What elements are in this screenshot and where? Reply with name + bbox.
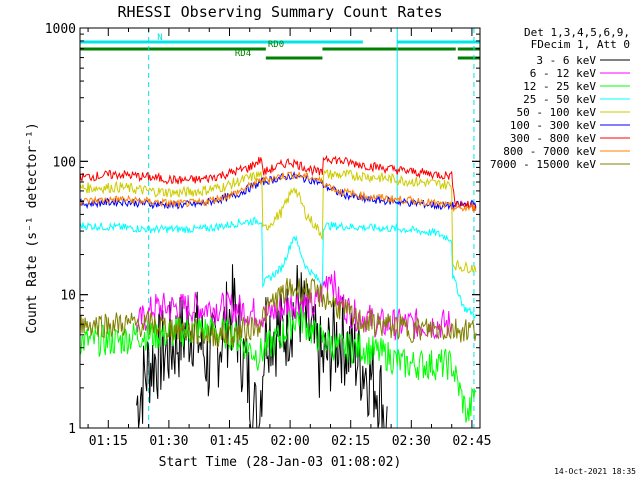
- y-tick-label: 1: [68, 422, 76, 437]
- series-line-8: [79, 277, 477, 349]
- footer-timestamp: 14-Oct-2021 18:35: [554, 467, 636, 476]
- x-tick-label: 02:15: [331, 434, 370, 449]
- x-tick-label: 02:30: [392, 434, 431, 449]
- x-tick-label: 01:45: [210, 434, 249, 449]
- flag-rd4-label: RD4: [235, 49, 251, 59]
- legend-entry-label: 800 - 7000 keV: [503, 145, 596, 158]
- series-line-3: [79, 216, 477, 319]
- legend-entry-label: 50 - 100 keV: [517, 106, 597, 119]
- observing-flags: N RD0 RD4: [80, 33, 480, 60]
- series-line-4: [79, 169, 477, 274]
- legend-entry-label: 25 - 50 keV: [523, 93, 596, 106]
- legend-header-line: Det 1,3,4,5,6,9,: [524, 26, 630, 39]
- series-lines: [79, 154, 477, 429]
- y-axis-label: Count Rate (s⁻¹ detector⁻¹): [25, 122, 40, 333]
- x-tick-label: 01:30: [149, 434, 188, 449]
- legend-header-line: FDecim 1, Att 0: [531, 38, 630, 51]
- series-line-0: [136, 264, 388, 429]
- y-tick-label: 100: [53, 155, 76, 170]
- legend-entry-label: 12 - 25 keV: [523, 80, 596, 93]
- series-line-1: [136, 270, 453, 341]
- x-axis-ticks: 01:15 01:30 01:45 02:00 02:15 02:30 02:45: [87, 28, 491, 449]
- x-tick-label: 02:45: [452, 434, 491, 449]
- x-axis-label: Start Time (28-Jan-03 01:08:02): [159, 455, 402, 470]
- chart-title: RHESSI Observing Summary Count Rates: [117, 3, 442, 21]
- series-line-6: [79, 154, 477, 213]
- legend-entry-label: 100 - 300 keV: [510, 119, 596, 132]
- plot-frame: [79, 27, 481, 429]
- legend-entry-label: 6 - 12 keV: [530, 67, 597, 80]
- series-line-7: [79, 171, 477, 213]
- x-tick-label: 02:00: [271, 434, 310, 449]
- flag-n-label: N: [157, 33, 162, 43]
- x-tick-label: 01:15: [89, 434, 128, 449]
- y-tick-label: 1000: [45, 22, 76, 37]
- legend-entry-label: 300 - 800 keV: [510, 132, 596, 145]
- series-line-2: [79, 304, 477, 423]
- legend: Det 1,3,4,5,6,9,FDecim 1, Att 0 3 - 6 keV…: [490, 26, 630, 171]
- legend-entry-label: 3 - 6 keV: [536, 54, 596, 67]
- y-tick-label: 10: [60, 289, 76, 304]
- flag-rd0-label: RD0: [268, 40, 284, 50]
- legend-entry-label: 7000 - 15000 keV: [490, 158, 596, 171]
- y-axis-ticks: 1 10 100 1000: [45, 22, 480, 437]
